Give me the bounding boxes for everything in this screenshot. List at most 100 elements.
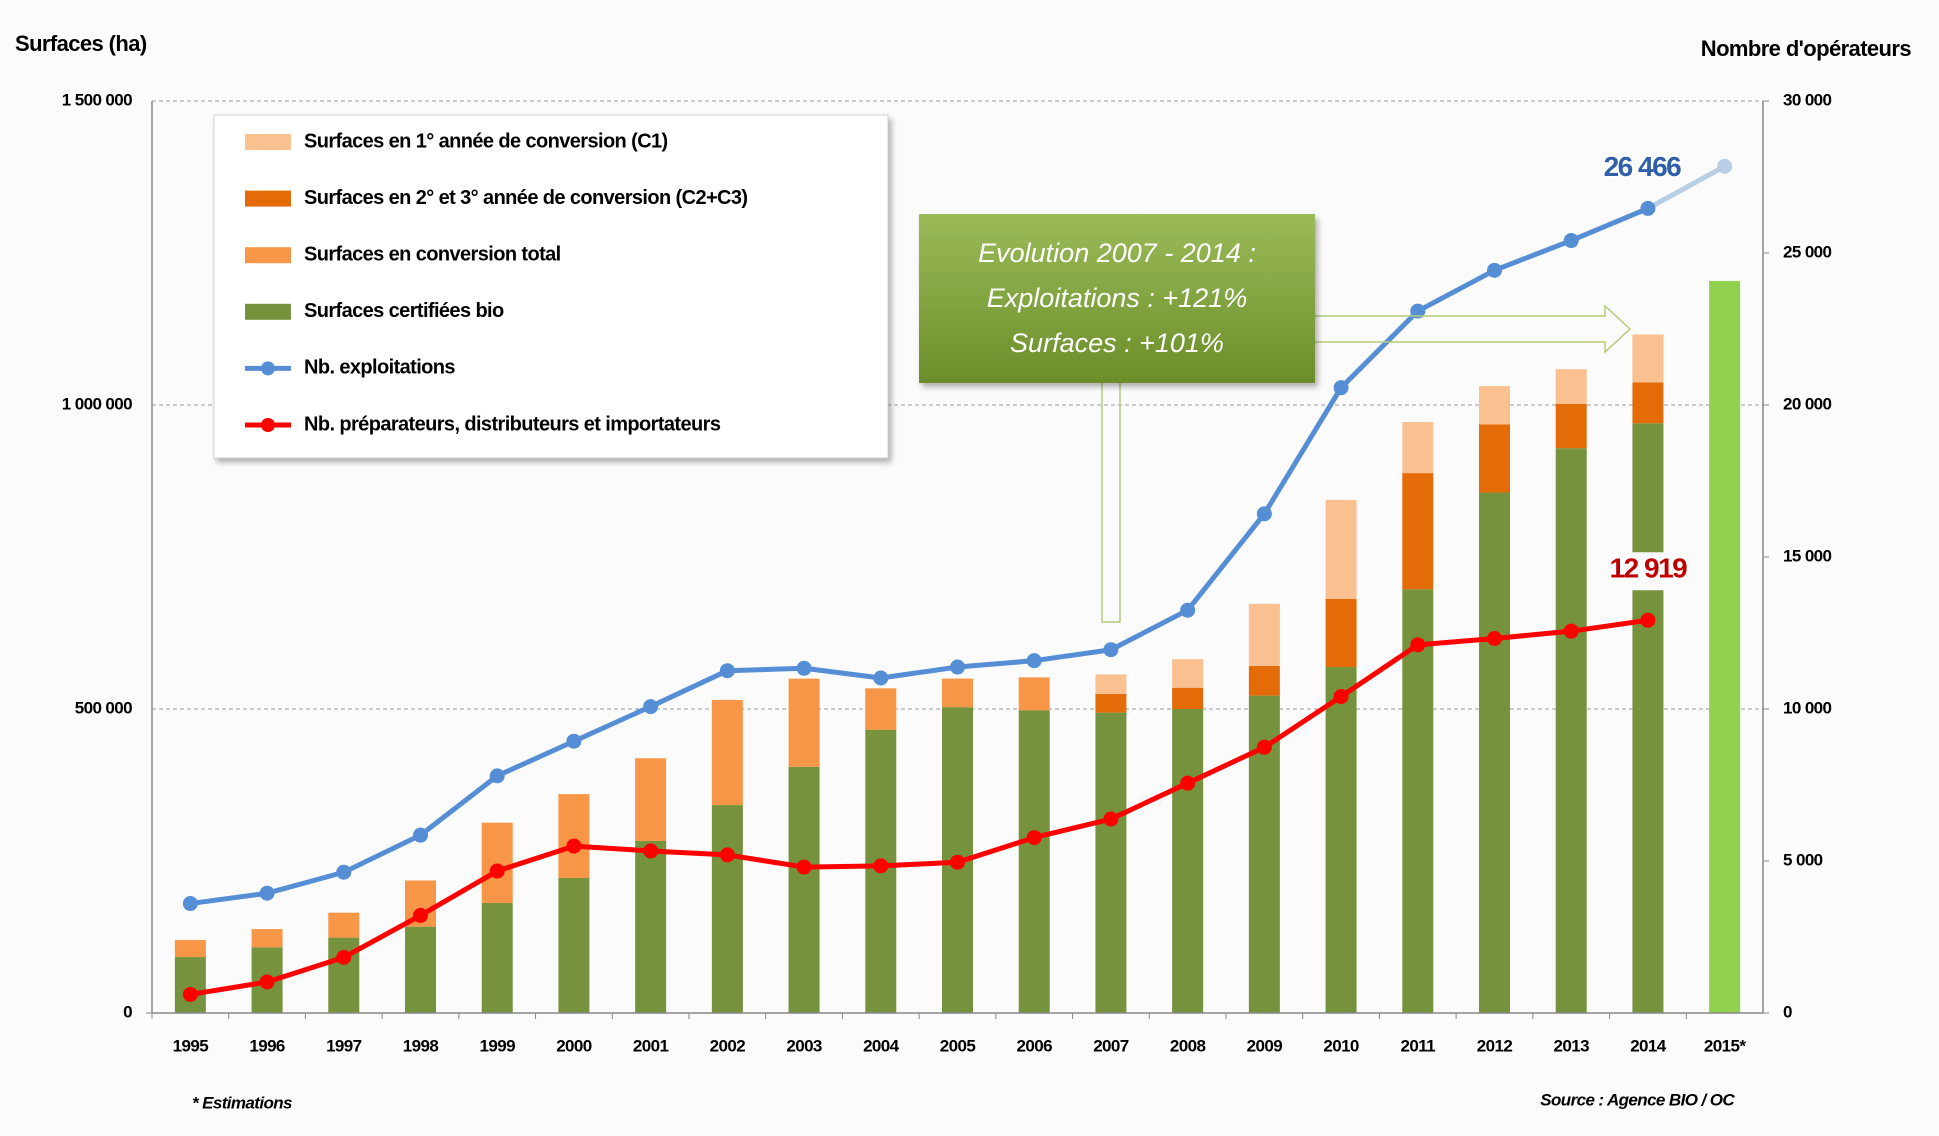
line-segment [1261,385,1344,517]
bar [1325,598,1357,668]
legend-marker [261,361,275,376]
line-marker [1640,612,1656,628]
line-segment [1261,694,1344,750]
line-segment [1338,642,1421,700]
line-segment [1108,607,1191,653]
line-marker [1026,830,1042,846]
bar [251,929,283,948]
line-marker [1410,303,1426,319]
line-segment [801,665,884,681]
legend-marker [261,418,275,432]
bar [865,688,897,730]
bars [174,280,1741,1014]
y2-axis-title: Nombre d'opérateurs [1701,36,1912,61]
line-segment [571,704,654,744]
line-marker [1103,811,1119,827]
line-segment [1645,163,1728,211]
y2-tick-label: 5 000 [1783,850,1823,869]
annotation-line: Exploitations : +121% [987,283,1247,313]
legend: Surfaces en 1° année de conversion (C1) S… [213,114,889,459]
line-segment [1185,511,1267,613]
bar [1402,422,1434,474]
line-segment [187,890,270,907]
line-segment [1108,780,1191,822]
line-marker [1333,689,1349,705]
source: Source : Agence BIO / OC [1540,1090,1735,1109]
line-marker [566,733,582,749]
x-tick-label: 1996 [249,1036,285,1055]
bar [1172,709,1204,1013]
line-segment [494,843,577,874]
line-marker [1256,739,1272,755]
line-segment [1338,308,1421,391]
line-marker [1180,775,1196,791]
bar [174,957,206,1013]
line-segment [187,979,270,997]
line-marker [796,660,812,676]
line-marker [796,859,812,875]
x-tick-label: 2013 [1554,1036,1590,1055]
line-marker [719,847,735,863]
bar [635,758,667,841]
line-marker [336,864,352,880]
line-segment [724,852,807,870]
bar [328,912,360,938]
bar [1325,667,1357,1013]
bar [1018,710,1050,1013]
x-tick-label: 2011 [1401,1036,1436,1055]
bar [1095,693,1127,713]
bar [1172,687,1204,709]
bar [1018,677,1050,711]
line-segment [264,869,347,896]
line-segment [1185,744,1267,786]
x-tick-label: 2001 [633,1036,669,1055]
bar [1172,659,1204,688]
x-tick-label: 2012 [1477,1036,1513,1055]
line-segment [878,664,960,681]
x-tick-label: 2003 [786,1036,822,1055]
bar [1555,403,1587,449]
bar [942,678,973,708]
line-segment [955,658,1037,670]
line-marker [643,699,659,715]
x-tick-label: 2009 [1247,1036,1283,1055]
line-segment [955,835,1037,865]
legend-label: Surfaces certifiées bio [304,300,504,322]
arrow-right [1315,304,1632,354]
footnote: * Estimations [192,1093,292,1112]
line-marker [1563,233,1579,249]
line-segment [494,738,577,779]
legend-label: Surfaces en 2° et 3° année de conversion… [304,187,748,209]
line-marker [1410,637,1426,653]
bar [1248,665,1280,696]
line-marker [1487,262,1502,278]
line-marker [413,907,428,923]
bar [1479,386,1510,425]
line-marker [336,949,352,965]
data-label: 12 919 [1610,553,1688,584]
x-tick-label: 1997 [326,1036,362,1055]
line-segment [341,832,423,875]
line-segment [1568,617,1651,634]
y2-tick-label: 10 000 [1783,698,1832,717]
bar [481,902,513,1013]
bar [788,678,820,767]
legend-label: Surfaces en conversion total [304,243,561,265]
legend-label: Nb. préparateurs, distributeurs et impor… [304,413,721,435]
y-axis-title: Surfaces (ha) [15,31,147,56]
y2-tick-label: 0 [1783,1002,1792,1021]
line-marker [873,670,889,686]
line-marker [259,885,275,901]
legend-swatch [245,134,291,150]
line-segment [1415,267,1497,314]
line-segment [264,954,347,985]
labels: 0 500 000 1 000 000 1 500 000 0 5 000 10 000 15… [62,90,1832,1055]
y-tick-label: 500 000 [75,698,132,717]
arrow-down [1101,383,1121,623]
bar [711,805,743,1013]
line-segment [418,773,500,838]
bar [1248,603,1280,666]
line-segment [571,843,654,854]
line-marker [182,896,198,912]
lines [182,158,1733,1002]
